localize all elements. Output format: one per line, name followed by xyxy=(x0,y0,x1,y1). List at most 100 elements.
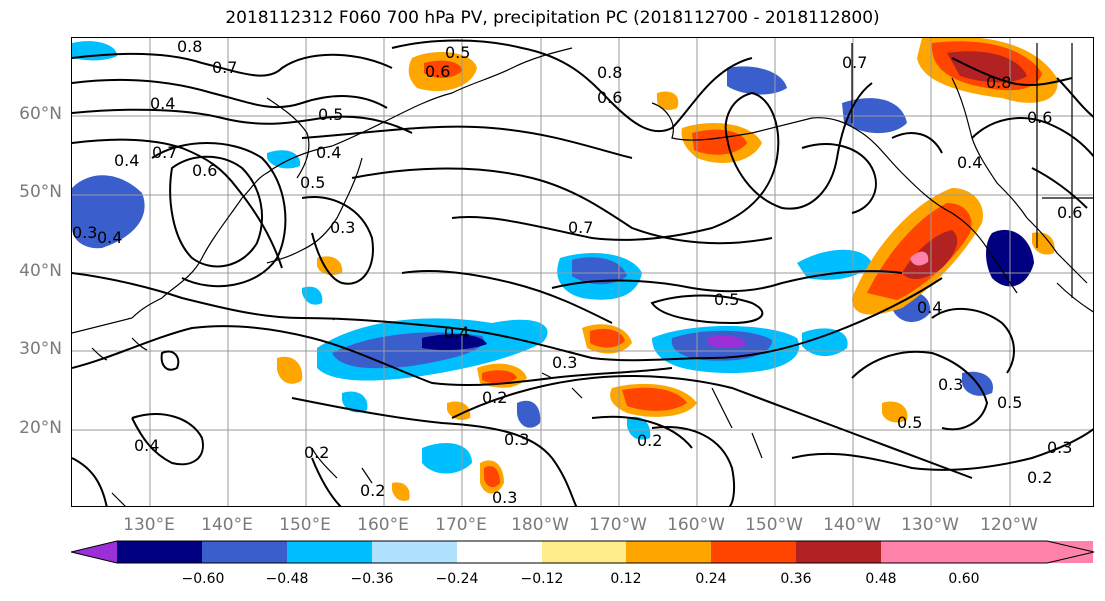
colorbar-bin xyxy=(626,541,711,563)
shade-purple-1 xyxy=(707,335,747,349)
shade-blue-17 xyxy=(422,443,472,474)
shade-darkred-1 xyxy=(947,51,1027,83)
contour-label: 0.5 xyxy=(997,393,1022,412)
contour-label: 0.5 xyxy=(445,43,470,62)
colorbar-tick: −0.48 xyxy=(265,571,309,587)
shade-orange-13 xyxy=(447,401,471,421)
lat-label-40n: 40°N xyxy=(19,261,62,281)
contour-label: 0.2 xyxy=(482,388,507,407)
map-panel: 0.8 0.7 0.5 0.6 0.4 0.4 0.5 0.7 0.6 0.5 … xyxy=(71,37,1094,507)
graticule xyxy=(72,38,1093,506)
shade-red-1 xyxy=(424,60,462,79)
shade-blue-1 xyxy=(72,175,145,249)
lon-label-130e: 130°E xyxy=(123,515,175,535)
colorbar-tick: 0.48 xyxy=(865,571,897,587)
shade-blue-10 xyxy=(797,249,872,280)
coastlines xyxy=(72,43,1093,506)
pv-contours xyxy=(72,39,1093,506)
contour-label: 0.7 xyxy=(568,218,593,237)
contour-label: 0.3 xyxy=(1047,438,1072,457)
colorbar-bin xyxy=(711,541,796,563)
shade-orange-12 xyxy=(1032,232,1055,255)
shade-blue-19 xyxy=(267,150,301,169)
colorbar-tick: 0.60 xyxy=(948,571,980,587)
shade-pink-1 xyxy=(910,251,929,266)
contour-label: 0.8 xyxy=(986,73,1011,92)
shade-blue-11 xyxy=(727,66,787,95)
contour-label: 0.5 xyxy=(714,290,739,309)
contour-labels: 0.8 0.7 0.5 0.6 0.4 0.4 0.5 0.7 0.6 0.5 … xyxy=(72,38,1082,507)
lat-label-50n: 50°N xyxy=(19,182,62,202)
lon-label-150w: 150°W xyxy=(745,515,803,535)
contour-label: 0.4 xyxy=(444,323,469,342)
map-canvas: 0.8 0.7 0.5 0.6 0.4 0.4 0.5 0.7 0.6 0.5 … xyxy=(72,38,1093,507)
contour-label: 0.7 xyxy=(212,58,237,77)
colorbar-tick: 0.36 xyxy=(780,571,812,587)
lon-label-180w: 180°W xyxy=(511,515,569,535)
lon-label-160w: 160°W xyxy=(667,515,725,535)
shade-blue-9 xyxy=(572,257,627,285)
shade-blue-21 xyxy=(302,286,323,305)
shade-orange-14 xyxy=(882,401,908,423)
colorbar-extend-right xyxy=(964,541,1093,563)
colorbar-bin xyxy=(542,541,626,563)
precip-shading xyxy=(72,38,1058,501)
contour-label: 0.3 xyxy=(72,223,97,242)
contour-label: 0.4 xyxy=(316,143,341,162)
contour-label: 0.5 xyxy=(318,105,343,124)
contour-label: 0.8 xyxy=(177,38,202,56)
contour-label: 0.6 xyxy=(1057,203,1082,222)
colorbar-tick: −0.24 xyxy=(435,571,479,587)
lon-label-160e: 160°E xyxy=(357,515,409,535)
contour-label: 0.5 xyxy=(300,173,325,192)
contour-label: 0.2 xyxy=(360,481,385,500)
contour-label: 0.6 xyxy=(1027,108,1052,127)
lon-label-170w: 170°W xyxy=(589,515,647,535)
contour-label: 0.2 xyxy=(637,431,662,450)
contour-label: 0.3 xyxy=(492,488,517,507)
colorbar-bin xyxy=(457,541,542,563)
contour-label: 0.6 xyxy=(425,62,450,81)
contour-label: 0.3 xyxy=(552,353,577,372)
shade-blue-22 xyxy=(627,416,651,440)
lat-label-20n: 20°N xyxy=(19,418,62,438)
lon-label-140w: 140°W xyxy=(823,515,881,535)
lon-label-120w: 120°W xyxy=(980,515,1038,535)
shade-darkred-2 xyxy=(902,230,958,280)
lon-label-150e: 150°E xyxy=(279,515,331,535)
contour-label: 0.4 xyxy=(97,228,122,247)
contour-label: 0.4 xyxy=(957,153,982,172)
lon-label-130w: 130°W xyxy=(901,515,959,535)
lat-label-30n: 30°N xyxy=(19,339,62,359)
colorbar-bin xyxy=(796,541,881,563)
colorbar-tick: −0.36 xyxy=(350,571,394,587)
contour-label: 0.4 xyxy=(114,151,139,170)
shade-blue-5 xyxy=(422,334,487,351)
contour-label: 0.2 xyxy=(304,443,329,462)
colorbar-bin xyxy=(372,541,457,563)
shade-orange-9 xyxy=(317,256,343,276)
contour-label: 0.6 xyxy=(192,161,217,180)
contour-label: 0.4 xyxy=(917,298,942,317)
contour-label: 0.3 xyxy=(504,430,529,449)
shade-red-7 xyxy=(482,370,517,384)
colorbar xyxy=(71,540,1095,564)
shade-blue-20 xyxy=(517,400,541,428)
contour-label: 0.3 xyxy=(938,375,963,394)
shade-orange-10 xyxy=(277,356,303,384)
colorbar-bin xyxy=(287,541,372,563)
shade-blue-18 xyxy=(342,391,368,413)
contour-label: 0.5 xyxy=(897,413,922,432)
colorbar-extend-left xyxy=(71,541,117,563)
shade-red-5 xyxy=(590,328,625,348)
shade-orange-11 xyxy=(657,91,679,111)
contour-label: 0.8 xyxy=(597,63,622,82)
colorbar-tick: −0.60 xyxy=(181,571,225,587)
colorbar-tick: 0.24 xyxy=(695,571,727,587)
shade-red-8 xyxy=(484,466,500,488)
map-title: 2018112312 F060 700 hPa PV, precipitatio… xyxy=(225,8,880,28)
lon-label-170e: 170°E xyxy=(435,515,487,535)
contour-label: 0.6 xyxy=(597,88,622,107)
contour-label: 0.7 xyxy=(842,53,867,72)
contour-label: 0.3 xyxy=(330,218,355,237)
